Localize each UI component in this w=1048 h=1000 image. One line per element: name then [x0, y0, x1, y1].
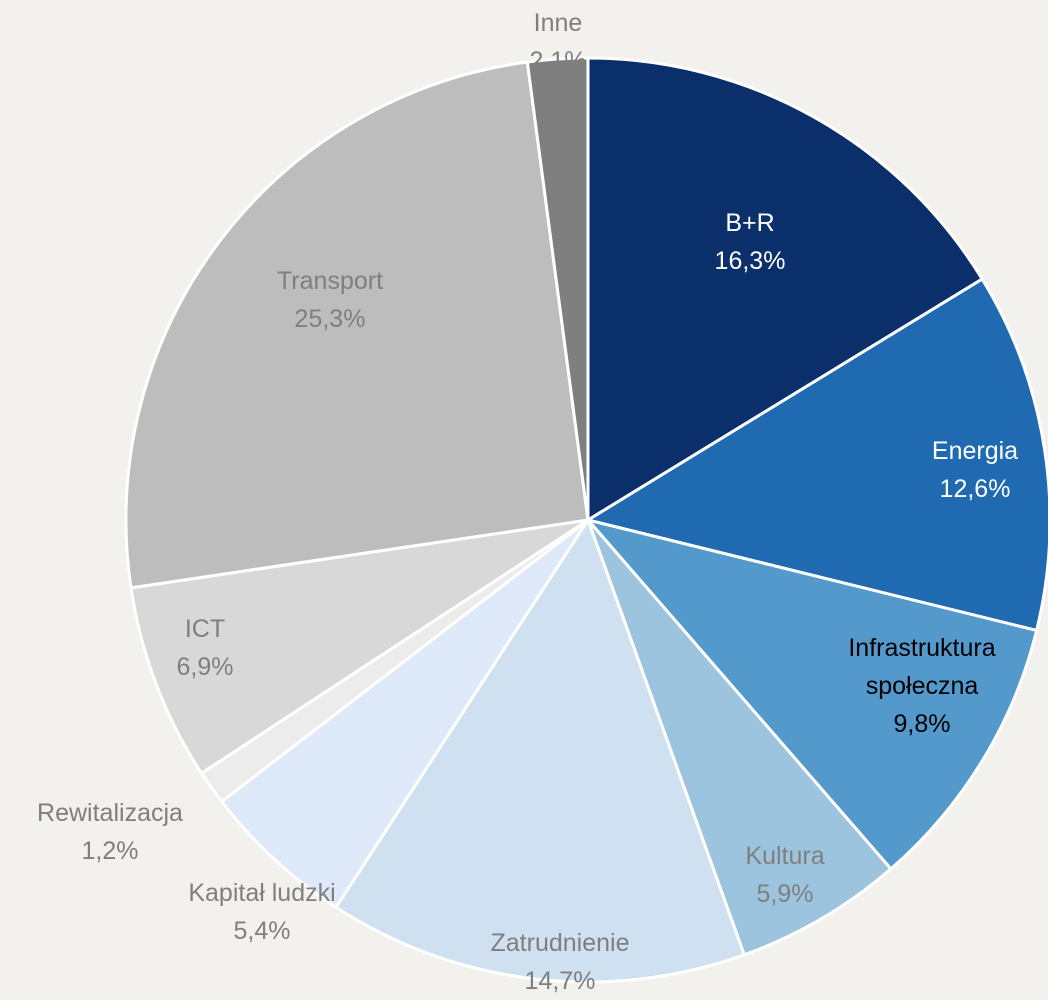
slice-label: Zatrudnienie 14,7%: [460, 924, 660, 1000]
pie-slice: [333, 516, 747, 984]
slice-value: 2,1%: [529, 47, 587, 75]
slice-category: Kultura: [745, 842, 825, 870]
slice-label: Kultura 5,9%: [685, 837, 885, 913]
slice-value: 14,7%: [524, 967, 596, 995]
slice-label: Energia 12,6%: [875, 432, 1048, 508]
slice-label: B+R 16,3%: [650, 204, 850, 280]
slice-value: 5,4%: [233, 917, 291, 945]
slice-label: Infrastruktura społeczna 9,8%: [822, 629, 1022, 743]
pie-slice: [586, 519, 893, 957]
slice-value: 12,6%: [939, 475, 1011, 503]
slice-value: 1,2%: [81, 837, 139, 865]
slice-value: 6,9%: [176, 653, 234, 681]
slice-category: Transport: [276, 267, 384, 295]
slice-category: Rewitalizacja: [37, 799, 183, 827]
slice-category: B+R: [725, 209, 775, 237]
pie-slice: [124, 60, 590, 590]
pie-slice: [219, 518, 590, 910]
pie-slice: [525, 56, 590, 521]
slice-category: Zatrudnienie: [490, 929, 630, 957]
pie-slice: [129, 518, 589, 776]
slice-label: ICT 6,9%: [105, 610, 305, 686]
slice-label: Transport 25,3%: [230, 262, 430, 338]
slice-value: 5,9%: [756, 880, 814, 908]
slice-value: 25,3%: [294, 305, 366, 333]
slice-category: Inne: [533, 9, 583, 37]
slice-label: Rewitalizacja 1,2%: [10, 794, 210, 870]
slice-value: 9,8%: [893, 710, 951, 738]
slice-category: Kapitał ludzki: [188, 879, 336, 907]
pie-slice: [586, 56, 985, 523]
slice-label: Kapitał ludzki 5,4%: [162, 874, 362, 950]
slice-category: Infrastruktura społeczna: [848, 634, 996, 700]
slice-value: 16,3%: [714, 247, 786, 275]
pie-slice: [583, 517, 1039, 872]
slice-category: Energia: [931, 437, 1019, 465]
slice-category: ICT: [184, 615, 226, 643]
pie-slice: [584, 276, 1048, 633]
slice-label: Inne 2,1%: [458, 4, 658, 80]
